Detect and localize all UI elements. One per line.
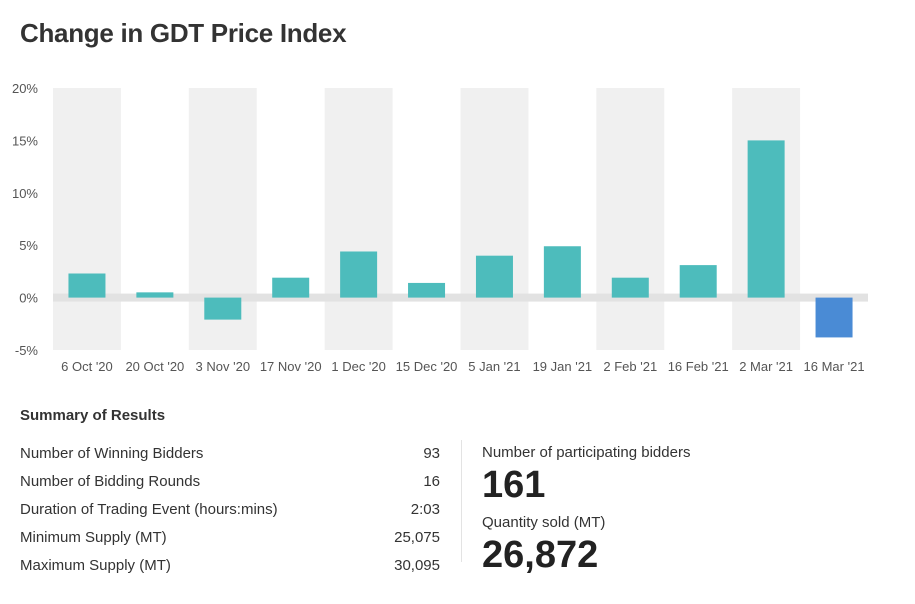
price-index-chart: 20% 15% 10% 5% 0% -5% 6 Oct '20 20 Oct '20 3 Nov…: [12, 81, 868, 374]
y-tick-label: 10%: [12, 186, 38, 201]
x-tick-label: 6 Oct '20: [61, 359, 113, 374]
x-tick-label: 15 Dec '20: [396, 359, 458, 374]
stat-value: 16: [423, 473, 440, 490]
x-tick-label: 20 Oct '20: [125, 359, 184, 374]
x-tick-label: 5 Jan '21: [468, 359, 520, 374]
y-tick-label: 20%: [12, 81, 38, 96]
x-tick-label: 2 Mar '21: [739, 359, 793, 374]
y-tick-label: -5%: [15, 343, 39, 358]
x-tick-label: 16 Feb '21: [668, 359, 729, 374]
bar: [747, 140, 785, 298]
stat-duration: Duration of Trading Event (hours:mins) 2…: [20, 496, 440, 524]
background-band: [53, 88, 121, 350]
participating-bidders-value: 161: [482, 464, 546, 506]
stat-minimum-supply: Minimum Supply (MT) 25,075: [20, 524, 440, 552]
stat-winning-bidders: Number of Winning Bidders 93: [20, 440, 440, 468]
summary-divider: [461, 440, 462, 562]
stat-label: Number of Bidding Rounds: [20, 473, 201, 490]
bar: [815, 297, 853, 338]
bar: [68, 273, 106, 298]
summary-title: Summary of Results: [20, 407, 166, 424]
stat-value: 2:03: [410, 501, 440, 518]
x-tick-label: 17 Nov '20: [260, 359, 322, 374]
x-tick-label: 19 Jan '21: [533, 359, 593, 374]
stat-bidding-rounds: Number of Bidding Rounds 16: [20, 468, 440, 496]
background-band: [460, 88, 529, 350]
stat-label: Number of Winning Bidders: [20, 445, 204, 462]
stat-value: 30,095: [394, 557, 440, 574]
stat-value: 93: [423, 445, 440, 462]
x-tick-label: 2 Feb '21: [603, 359, 657, 374]
x-tick-label: 1 Dec '20: [331, 359, 386, 374]
stat-label: Duration of Trading Event (hours:mins): [20, 501, 278, 518]
quantity-sold-label: Quantity sold (MT): [482, 514, 606, 531]
bar: [204, 297, 242, 320]
summary-stats: Number of Winning Bidders 93 Number of B…: [20, 440, 440, 580]
y-tick-label: 0%: [19, 291, 38, 306]
background-band: [596, 88, 665, 350]
y-tick-label: 15%: [12, 133, 38, 148]
stat-value: 25,075: [394, 529, 440, 546]
bar: [611, 277, 649, 298]
y-tick-label: 5%: [19, 238, 38, 253]
chart-title: Change in GDT Price Index: [20, 18, 347, 48]
background-band: [324, 88, 393, 350]
summary-kpis: Number of participating bidders 161 Quan…: [482, 443, 690, 579]
bar: [272, 277, 310, 298]
bar: [136, 292, 174, 298]
x-tick-label: 3 Nov '20: [196, 359, 251, 374]
bar: [408, 282, 446, 298]
bar: [543, 246, 581, 298]
bar: [340, 251, 378, 298]
bar: [679, 265, 717, 298]
stat-label: Maximum Supply (MT): [20, 557, 171, 574]
stat-maximum-supply: Maximum Supply (MT) 30,095: [20, 552, 440, 580]
participating-bidders-label: Number of participating bidders: [482, 444, 691, 461]
stat-label: Minimum Supply (MT): [20, 529, 167, 546]
zero-line: [53, 293, 868, 302]
bar: [475, 255, 513, 298]
x-tick-label: 16 Mar '21: [804, 359, 865, 374]
quantity-sold-value: 26,872: [482, 534, 599, 576]
